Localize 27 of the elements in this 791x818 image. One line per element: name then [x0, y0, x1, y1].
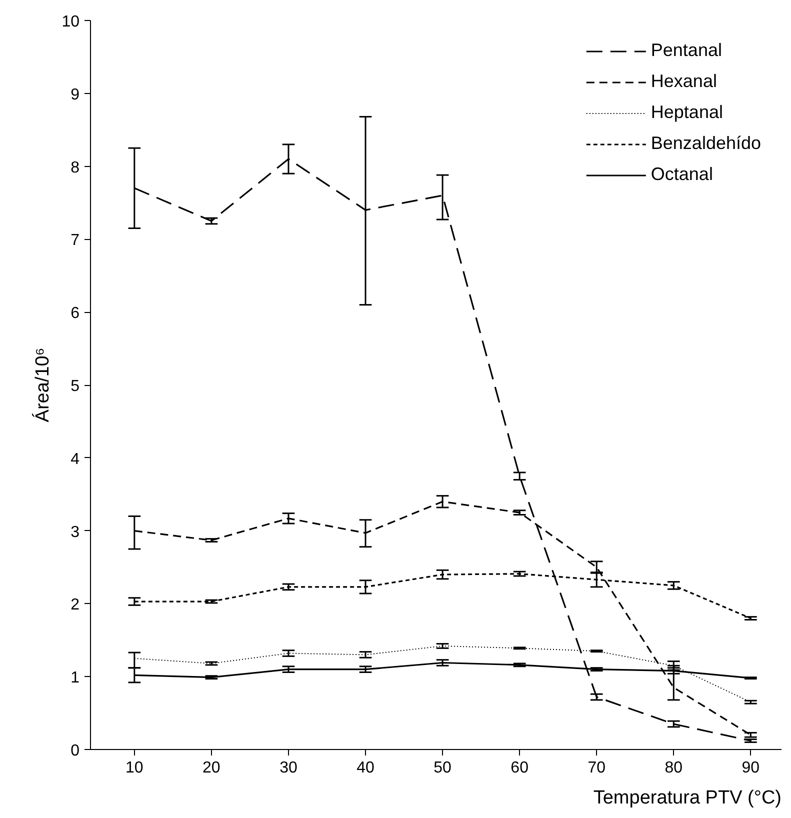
y-tick-label: 0 [70, 742, 80, 760]
legend-label: Hexanal [650, 71, 717, 92]
legend-label: Pentanal [650, 40, 722, 61]
x-tick-label: 50 [434, 760, 452, 776]
y-tick-label: 7 [70, 232, 80, 250]
x-tick-label: 70 [588, 760, 606, 776]
x-tick-label: 80 [664, 760, 683, 776]
x-tick-label: 20 [202, 760, 220, 776]
legend-label: Octanal [650, 164, 713, 185]
y-tick-label: 5 [70, 378, 80, 395]
legend-label: Heptanal [650, 102, 723, 123]
x-tick-label: 60 [510, 760, 529, 776]
y-tick-label: 9 [70, 86, 80, 104]
x-tick-label: 90 [742, 760, 760, 776]
y-tick-label: 3 [70, 524, 80, 541]
x-axis-title: Temperatura PTV (°C) [593, 788, 782, 808]
x-tick-label: 40 [356, 760, 375, 776]
legend-label: Benzaldehído [650, 133, 761, 154]
y-tick-label: 1 [70, 670, 80, 687]
y-axis-title: Área/10⁶ [32, 348, 54, 422]
y-tick-label: 2 [70, 596, 80, 614]
x-tick-label: 10 [126, 760, 144, 776]
y-tick-label: 4 [70, 450, 80, 468]
y-tick-label: 8 [70, 159, 80, 176]
y-tick-label: 10 [62, 14, 80, 30]
x-tick-label: 30 [280, 760, 298, 776]
y-tick-label: 6 [70, 305, 80, 322]
